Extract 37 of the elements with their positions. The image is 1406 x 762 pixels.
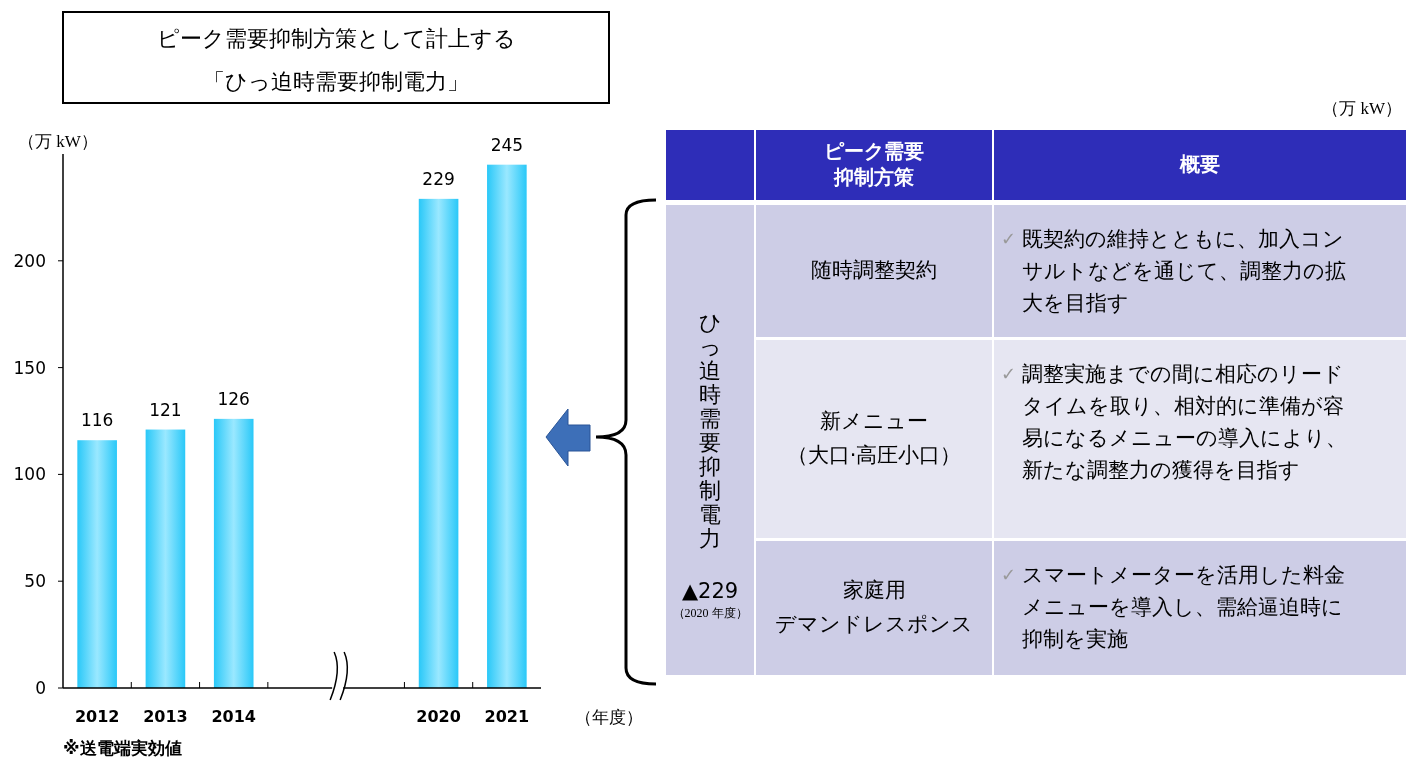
text: ひっ迫時需要抑制電力 [698,310,722,551]
y-tick-label: 0 [35,677,46,698]
text: 家庭用デマンドレスポンス [775,578,973,636]
y-tick-label: 200 [13,250,46,271]
data-label: 116 [80,410,114,431]
data-label: 245 [490,134,524,155]
x-tick-label: 2013 [143,707,188,726]
bar [487,164,527,688]
y-tick-label: 100 [13,464,46,485]
chart-subtitle: 「ひっ迫時需要抑制電力」 [203,69,469,94]
data-label: 121 [149,399,182,420]
text: ▲229 [681,579,739,603]
bar [213,418,254,688]
x-tick-label: 2021 [484,707,530,726]
data-label: 126 [217,388,250,409]
text: ✓ 調整実施までの間に相応のリードタイムを取り、相対的に準備が容易になるメニューの導入により、新たな調整力の獲得を目指す [1001,362,1347,482]
chart-title: ピーク需要抑制方策として計上する [156,26,516,51]
y-tick-label: 150 [13,357,46,378]
x-axis-title: （年度） [575,708,643,727]
x-tick-label: 2012 [74,707,120,726]
bar [418,198,459,688]
bar [145,429,186,688]
text: ✓ 既契約の維持とともに、加入コンサルトなどを通じて、調整力の拡大を目指す [1001,227,1346,315]
x-tick-label: 2014 [211,707,256,726]
data-label: 229 [422,168,455,189]
text: ピーク需要抑制方策 [824,138,924,189]
text: （万 kW） [1322,99,1402,118]
x-tick-label: 2020 [416,707,461,726]
text: 随時調整契約 [811,258,937,282]
y-axis-title: （万 kW） [18,132,98,151]
text: 概要 [1179,151,1220,176]
text: ✓ スマートメーターを活用した料金メニューを導入し、需給逼迫時に抑制を実施 [1001,563,1345,651]
y-tick-label: 50 [24,571,46,592]
text: （2020 年度） [672,606,748,620]
text: 新メニュー（大口·高圧小口） [786,409,962,467]
bar [77,440,117,688]
text: ※送電端実効値 [63,738,182,758]
